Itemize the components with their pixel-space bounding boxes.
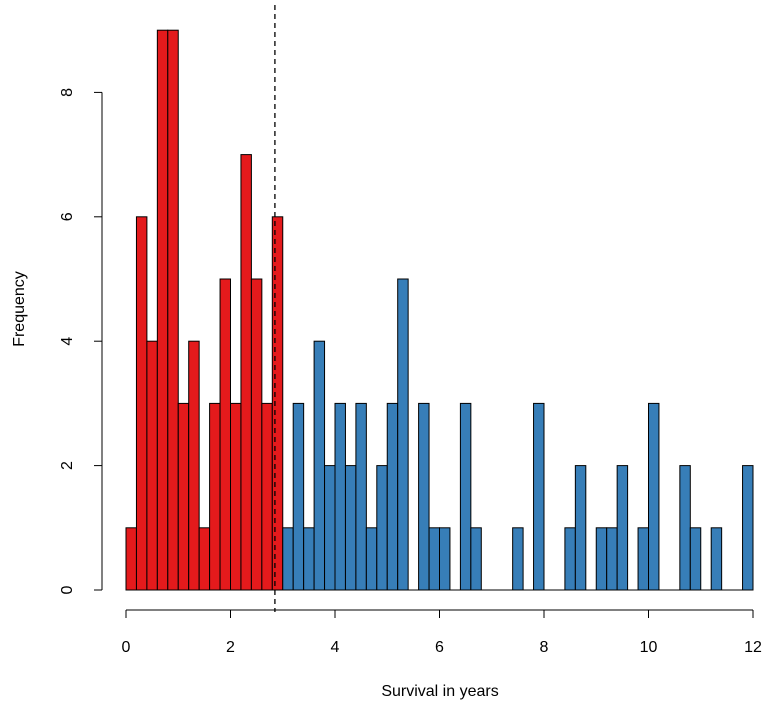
- histogram-bar: [324, 465, 336, 591]
- x-axis-label: Survival in years: [381, 683, 498, 700]
- histogram-bar: [648, 402, 660, 591]
- y-tick-label: 0: [59, 585, 76, 594]
- y-tick-label: 4: [59, 337, 76, 346]
- histogram-bar: [606, 527, 618, 591]
- histogram-bar: [230, 402, 242, 591]
- histogram-bar: [271, 216, 284, 591]
- histogram-bar: [167, 29, 179, 591]
- histogram-bar: [240, 154, 252, 591]
- histogram-bar: [198, 527, 211, 591]
- x-tick-label: 4: [331, 639, 340, 656]
- histogram-bar: [564, 527, 576, 591]
- histogram-bar: [282, 527, 294, 591]
- histogram-bar: [303, 527, 315, 591]
- x-tick-label: 12: [744, 639, 762, 656]
- histogram-bar: [533, 402, 545, 591]
- histogram-bar: [742, 465, 754, 591]
- y-tick-label: 2: [59, 461, 76, 470]
- histogram-bar: [689, 527, 702, 591]
- histogram-bar: [397, 278, 409, 591]
- histogram-bar: [344, 465, 357, 591]
- histogram-bar: [135, 216, 148, 591]
- histogram-bar: [365, 527, 378, 591]
- histogram-bar: [512, 527, 524, 591]
- y-axis: 0 2 4 6 8: [59, 88, 103, 594]
- histogram-bar: [574, 465, 587, 591]
- histogram-bar: [292, 402, 305, 591]
- x-tick-label: 0: [122, 639, 131, 656]
- x-tick-label: 8: [540, 639, 549, 656]
- y-tick-label: 6: [59, 212, 76, 221]
- histogram-bars: [125, 29, 754, 591]
- histogram-bar: [439, 527, 451, 591]
- x-axis: 0 2 4 6 8 10 12: [122, 609, 762, 656]
- histogram-bar: [418, 402, 430, 591]
- histogram-bar: [219, 278, 232, 591]
- histogram-bar: [710, 527, 723, 591]
- x-tick-label: 10: [640, 639, 658, 656]
- histogram-bar: [125, 527, 137, 591]
- y-axis-label: Frequency: [11, 271, 28, 347]
- histogram-bar: [459, 402, 472, 591]
- histogram-bar: [679, 465, 691, 591]
- y-tick-label: 8: [59, 88, 76, 97]
- x-tick-label: 6: [435, 639, 444, 656]
- histogram-bar: [595, 527, 608, 591]
- histogram-bar: [428, 527, 440, 591]
- histogram-bar: [376, 465, 388, 591]
- histogram-bar: [177, 402, 190, 591]
- histogram-bar: [156, 29, 169, 591]
- histogram-bar: [209, 402, 221, 591]
- histogram-bar: [637, 527, 649, 591]
- histogram-bar: [334, 402, 346, 591]
- histogram-bar: [188, 340, 200, 591]
- histogram-bar: [355, 402, 367, 591]
- histogram-bar: [313, 340, 326, 591]
- histogram-bar: [616, 465, 629, 591]
- histogram-bar: [250, 278, 263, 591]
- histogram-bar: [470, 527, 482, 591]
- histogram-bar: [146, 340, 158, 591]
- histogram-bar: [386, 402, 399, 591]
- histogram-bar: [261, 402, 273, 591]
- x-tick-label: 2: [226, 639, 235, 656]
